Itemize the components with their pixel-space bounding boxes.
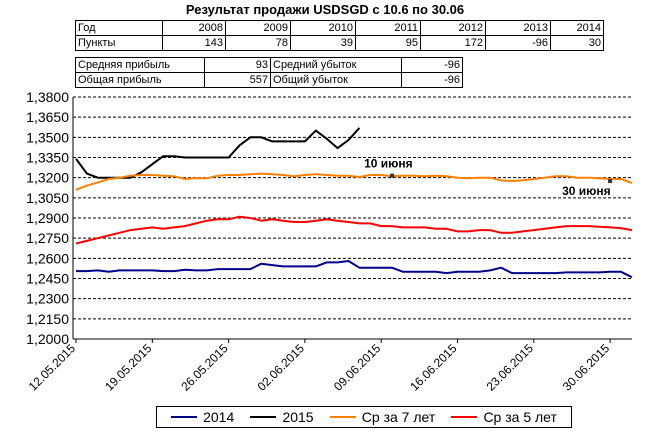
table-row: Год 2008 2009 2010 2011 2012 2013 2014: [75, 20, 604, 36]
y-tick-label: 1,3500: [26, 129, 69, 145]
avg-loss-label: Средний убыток: [270, 57, 402, 73]
series-line: [75, 215, 633, 245]
series-line: [75, 127, 361, 179]
annotations: 10 июня 30 июня: [364, 157, 613, 198]
legend-label: 2014: [203, 409, 235, 425]
year-cell: 2012: [420, 20, 486, 36]
total-loss-value: -96: [401, 72, 463, 88]
legend-label: 2015: [282, 409, 314, 425]
x-tick-label: 16.06.2015: [407, 341, 460, 394]
grid-lines: [73, 96, 632, 320]
table-row: Средняя прибыль 93 Средний убыток -96: [75, 57, 463, 73]
y-axis-tick-labels: 1,2000 1,2150 1,2300 1,2450 1,2600 1,2750 1,29…: [26, 89, 69, 347]
summary-table: Средняя прибыль 93 Средний убыток -96 Об…: [75, 57, 463, 88]
axes: [72, 97, 632, 343]
points-cell: 78: [225, 35, 291, 51]
year-cell: 2010: [290, 20, 356, 36]
avg-profit-value: 93: [204, 57, 271, 73]
points-cell: 39: [290, 35, 356, 51]
y-tick-label: 1,2300: [26, 291, 69, 307]
points-cell: 143: [162, 35, 226, 51]
annotation-marker: [390, 173, 395, 178]
legend-label: Ср за 5 лет: [483, 409, 557, 425]
total-loss-label: Общий убыток: [270, 72, 402, 88]
year-cell: 2009: [225, 20, 291, 36]
legend-item: Ср за 5 лет: [451, 409, 557, 425]
annotation-marker: [608, 179, 613, 184]
y-tick-label: 1,3200: [26, 170, 69, 186]
series-line: [76, 260, 633, 279]
legend-swatch: [250, 416, 277, 418]
avg-profit-label: Средняя прибыль: [75, 57, 205, 73]
y-tick-label: 1,2900: [26, 210, 69, 226]
avg-loss-value: -96: [401, 57, 463, 73]
series-lines: [75, 127, 633, 279]
total-profit-label: Общая прибыль: [75, 72, 205, 88]
x-tick-label: 26.05.2015: [178, 341, 231, 394]
points-header: Пункты: [75, 35, 163, 51]
annotation-label: 10 июня: [364, 157, 413, 171]
y-tick-label: 1,2750: [26, 230, 69, 246]
y-tick-label: 1,2150: [26, 311, 69, 327]
points-cell: 30: [550, 35, 604, 51]
y-tick-label: 1,3800: [26, 89, 69, 105]
year-cell: 2011: [355, 20, 421, 36]
year-cell: 2013: [485, 20, 551, 36]
legend-item: 2014: [171, 409, 234, 425]
legend-item: 2015: [250, 409, 314, 425]
y-tick-label: 1,3650: [26, 109, 69, 125]
points-cell: 95: [355, 35, 421, 51]
year-cell: 2014: [550, 20, 604, 36]
total-profit-value: 557: [204, 72, 271, 88]
legend-swatch: [171, 416, 198, 418]
y-tick-label: 1,3350: [26, 150, 69, 166]
x-tick-label: 19.05.2015: [102, 341, 155, 394]
chart-title: Результат продажи USDSGD с 10.6 по 30.06: [185, 2, 465, 17]
x-tick-label: 12.05.2015: [26, 341, 79, 394]
points-cell: -96: [485, 35, 551, 51]
y-tick-label: 1,2000: [26, 331, 69, 347]
annotation-label: 30 июня: [562, 184, 611, 198]
x-tick-label: 02.06.2015: [255, 341, 308, 394]
legend-item: Ср за 7 лет: [329, 409, 436, 425]
series-line: [75, 172, 633, 191]
y-tick-label: 1,2450: [26, 271, 69, 287]
x-axis-tick-labels: 12.05.2015 19.05.2015 26.05.2015 02.06.2015…: [26, 341, 613, 394]
stats-table: Год 2008 2009 2010 2011 2012 2013 2014 П…: [75, 20, 604, 51]
y-tick-label: 1,2600: [26, 250, 69, 266]
table-row: Общая прибыль 557 Общий убыток -96: [75, 72, 463, 88]
legend-label: Ср за 7 лет: [361, 409, 436, 425]
year-cell: 2008: [162, 20, 226, 36]
x-tick-label: 30.06.2015: [560, 341, 613, 394]
x-tick-label: 23.06.2015: [484, 341, 537, 394]
points-cell: 172: [420, 35, 486, 51]
table-row: Пункты 143 78 39 95 172 -96 30: [75, 35, 604, 51]
legend-swatch: [329, 416, 356, 418]
year-header: Год: [75, 20, 163, 36]
chart-legend: 2014 2015 Ср за 7 лет Ср за 5 лет: [156, 406, 572, 428]
x-tick-label: 09.06.2015: [331, 341, 384, 394]
legend-swatch: [451, 416, 478, 418]
y-tick-label: 1,3050: [26, 190, 69, 206]
